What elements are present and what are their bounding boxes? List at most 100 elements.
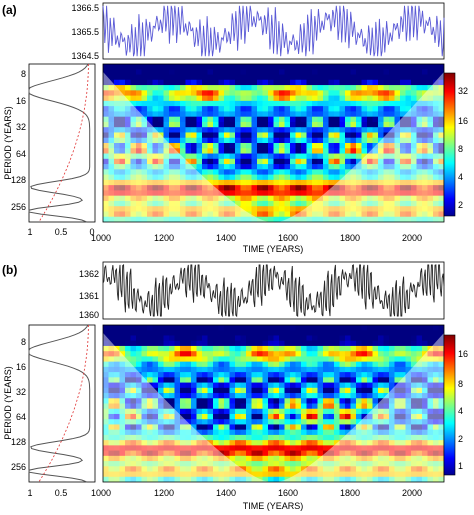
heatmap-cell <box>361 85 368 91</box>
heatmap-cell <box>262 79 269 86</box>
heatmap-cell <box>119 69 126 76</box>
heatmap-cell <box>284 143 291 149</box>
heatmap-cell <box>174 106 181 112</box>
heatmap-cell <box>240 382 247 389</box>
heatmap-cell <box>323 330 330 337</box>
heatmap-cell <box>350 64 357 70</box>
heatmap-cell <box>334 169 341 176</box>
heatmap-cell <box>317 461 324 467</box>
heatmap-cell <box>317 143 324 149</box>
heatmap-cell <box>114 351 121 357</box>
heatmap-cell <box>427 95 434 102</box>
heatmap-cell <box>218 461 225 467</box>
heatmap-cell <box>125 408 132 415</box>
heatmap-cell <box>180 185 187 191</box>
heatmap-cell <box>202 413 209 420</box>
heatmap-cell <box>400 111 407 118</box>
heatmap-cell <box>356 85 363 91</box>
heatmap-cell <box>273 174 280 181</box>
heatmap-cell <box>257 206 264 213</box>
heatmap-cell <box>372 85 379 91</box>
heatmap-cell <box>383 434 390 441</box>
heatmap-cell <box>361 127 368 134</box>
heatmap-cell <box>114 216 121 222</box>
heatmap-cell <box>367 116 374 123</box>
heatmap-cell <box>400 466 407 473</box>
heatmap-cell <box>108 387 115 394</box>
heatmap-cell <box>301 169 308 176</box>
heatmap-cell <box>394 476 401 482</box>
heatmap-cell <box>312 361 319 368</box>
heatmap-cell <box>147 340 154 347</box>
heatmap-cell <box>213 90 220 97</box>
heatmap-cell <box>328 106 335 112</box>
heatmap-cell <box>196 330 203 337</box>
spectrum-line <box>28 324 91 483</box>
heatmap-cell <box>229 387 236 394</box>
heatmap-cell <box>268 340 275 347</box>
period-tick-label: 32 <box>16 122 26 132</box>
heatmap-cell <box>433 335 440 342</box>
heatmap-cell <box>350 440 357 446</box>
heatmap-cell <box>108 345 115 352</box>
heatmap-cell <box>158 434 165 441</box>
heatmap-cell <box>158 90 165 97</box>
heatmap-cell <box>235 143 242 149</box>
heatmap-cell <box>361 440 368 446</box>
heatmap-cell <box>405 179 412 186</box>
heatmap-cell <box>389 148 396 155</box>
heatmap-cell <box>180 429 187 436</box>
heatmap-cell <box>213 106 220 112</box>
heatmap-cell <box>339 424 346 431</box>
heatmap-cell <box>268 143 275 149</box>
heatmap-cell <box>163 143 170 149</box>
heatmap-cell <box>433 403 440 410</box>
period-tick-label: 256 <box>11 462 26 472</box>
heatmap-cell <box>108 471 115 478</box>
heatmap-cell <box>361 330 368 337</box>
heatmap-cell <box>191 461 198 467</box>
heatmap-cell <box>108 206 115 213</box>
heatmap-cell <box>317 335 324 342</box>
heatmap-cell <box>152 345 159 352</box>
period-axis-label: PERIOD (YEARS) <box>3 366 13 440</box>
heatmap-cell <box>158 185 165 191</box>
heatmap-cell <box>229 79 236 86</box>
heatmap-cell <box>345 340 352 347</box>
heatmap-cell <box>350 382 357 389</box>
heatmap-cell <box>312 211 319 218</box>
heatmap-cell <box>433 434 440 441</box>
heatmap-cell <box>334 90 341 97</box>
heatmap-cell <box>268 398 275 405</box>
heatmap-cell <box>262 408 269 415</box>
colorbar-tick-label: 8 <box>458 379 463 389</box>
heatmap-cell <box>246 398 253 405</box>
heatmap-cell <box>279 174 286 181</box>
heatmap-cell <box>257 111 264 118</box>
heatmap-cell <box>301 471 308 478</box>
heatmap-cell <box>367 169 374 176</box>
heatmap-cell <box>356 440 363 446</box>
heatmap-cell <box>306 132 313 139</box>
heatmap-cell <box>372 455 379 462</box>
heatmap-cell <box>273 79 280 86</box>
heatmap-cell <box>196 345 203 352</box>
heatmap-cell <box>350 169 357 176</box>
heatmap-cell <box>224 440 231 446</box>
heatmap-cell <box>229 466 236 473</box>
heatmap-cell <box>169 382 176 389</box>
heatmap-cell <box>268 387 275 394</box>
heatmap-cell <box>389 158 396 165</box>
heatmap-cell <box>295 403 302 410</box>
heatmap-cell <box>345 148 352 155</box>
heatmap-cell <box>317 387 324 394</box>
heatmap-cell <box>416 137 423 144</box>
heatmap-cell <box>262 429 269 436</box>
heatmap-cell <box>218 116 225 123</box>
heatmap-cell <box>405 158 412 165</box>
heatmap-cell <box>284 74 291 81</box>
heatmap-cell <box>246 111 253 118</box>
heatmap-cell <box>339 121 346 128</box>
heatmap-cell <box>400 419 407 426</box>
heatmap-cell <box>317 377 324 384</box>
